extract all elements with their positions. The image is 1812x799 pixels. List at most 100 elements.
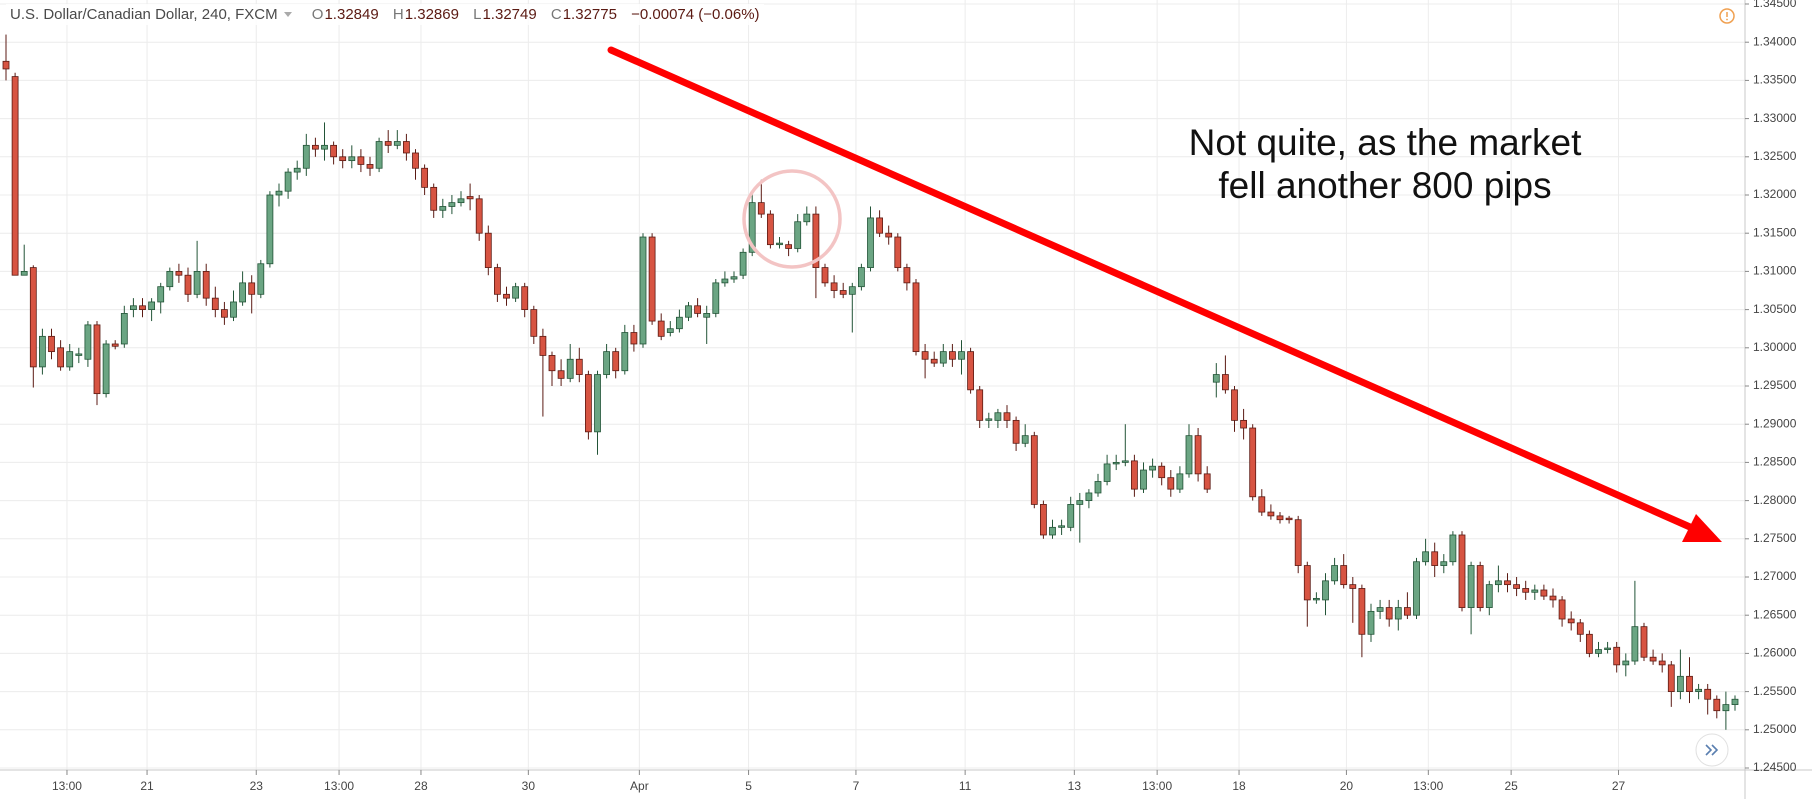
candle-body: [903, 267, 911, 284]
y-tick-label: 1.27500: [1753, 531, 1797, 545]
candle-body: [20, 270, 28, 276]
alert-icon-dot: [1726, 18, 1728, 21]
candle-body: [648, 236, 656, 322]
candle-body: [857, 267, 865, 288]
candle-body: [939, 351, 947, 364]
candle-body: [284, 171, 292, 192]
trend-arrowhead: [1682, 514, 1722, 542]
x-tick-label: 11: [959, 779, 972, 793]
candle-body: [111, 343, 119, 347]
candle-body: [1413, 561, 1420, 616]
candle-body: [1358, 588, 1366, 635]
candle-body: [1385, 607, 1393, 620]
candle-body: [976, 389, 984, 421]
y-tick-label: 1.34500: [1753, 0, 1797, 10]
candle-body: [1713, 698, 1721, 712]
candle-body: [1121, 460, 1129, 463]
candle-body: [1513, 584, 1520, 589]
y-tick-label: 1.31500: [1753, 225, 1797, 239]
candle-body: [1658, 660, 1666, 666]
candle-body: [985, 418, 993, 421]
candle-body: [48, 335, 55, 353]
candle-body: [1367, 610, 1375, 635]
y-tick-label: 1.32500: [1753, 149, 1797, 163]
candle-body: [221, 309, 228, 318]
candle-body: [785, 244, 792, 249]
candle-body: [1294, 519, 1302, 566]
candle-body: [1130, 460, 1138, 490]
candle-body: [1504, 580, 1511, 586]
candle-body: [1695, 688, 1702, 692]
highlight-circle: [742, 169, 842, 269]
x-tick-label: 28: [414, 779, 428, 793]
candle-body: [1604, 647, 1611, 650]
candle-body: [1449, 534, 1457, 563]
candle-body: [894, 236, 902, 268]
candle-body: [384, 141, 392, 146]
x-tick-label: Apr: [630, 779, 649, 793]
candle-body: [330, 144, 338, 158]
candle-body: [1376, 607, 1384, 612]
candle-body: [184, 274, 192, 295]
candle-body: [321, 144, 328, 150]
x-tick-label: 25: [1504, 779, 1518, 793]
candle-body: [1039, 504, 1047, 536]
candle-body: [712, 282, 720, 314]
candle-body: [948, 351, 956, 360]
candle-body: [275, 190, 283, 196]
candle-body: [1340, 565, 1348, 586]
candle-body: [1676, 675, 1684, 693]
candle-body: [1094, 481, 1102, 494]
candle-body: [575, 358, 583, 375]
dropdown-arrow[interactable]: [283, 11, 292, 17]
candle-body: [521, 286, 529, 310]
x-tick-label: 13:00: [1142, 779, 1172, 793]
candle-body: [1149, 465, 1156, 471]
candle-body: [630, 332, 638, 345]
candle-body: [1522, 588, 1530, 593]
candle-body: [1494, 580, 1502, 586]
ohlc-value: 1.32869: [404, 6, 459, 23]
y-tick-label: 1.33000: [1753, 111, 1797, 125]
y-tick-label: 1.31000: [1753, 264, 1797, 278]
candle-body: [430, 186, 438, 211]
candle-body: [1103, 463, 1111, 482]
candle-body: [1567, 618, 1575, 624]
candle-body: [1595, 649, 1602, 654]
candle-body: [1549, 595, 1557, 601]
candle-body: [1312, 597, 1320, 601]
candle-body: [139, 305, 146, 310]
x-tick-label: 13:00: [324, 779, 354, 793]
candle-body: [366, 164, 374, 169]
x-tick-label: 27: [1612, 779, 1626, 793]
candle-body: [1167, 477, 1175, 490]
candle-body: [93, 324, 101, 395]
candle-body: [830, 282, 838, 291]
candle-body: [239, 282, 247, 303]
candle-body: [1085, 492, 1093, 501]
candle-body: [930, 358, 938, 364]
candle-body: [594, 374, 601, 433]
candle-body: [302, 144, 310, 169]
y-tick-label: 1.26500: [1753, 607, 1797, 621]
x-tick-label: 30: [522, 779, 536, 793]
candle-body: [166, 270, 174, 288]
candle-body: [1403, 607, 1411, 616]
candle-body: [102, 343, 110, 395]
symbol-name[interactable]: U.S. Dollar/Canadian Dollar, 240, FXCM: [10, 6, 278, 23]
candle-body: [876, 217, 883, 234]
candle-body: [403, 141, 410, 154]
y-tick-label: 1.29500: [1753, 378, 1797, 392]
candle-body: [1140, 469, 1147, 490]
candle-body: [1731, 698, 1739, 705]
candle-body: [585, 374, 592, 433]
candle-body: [1067, 504, 1075, 528]
alert-icon[interactable]: [1719, 8, 1735, 24]
ohlc-label: H: [392, 6, 404, 23]
candle-body: [1049, 526, 1056, 536]
candle-body: [457, 198, 465, 204]
candle-body: [994, 412, 1002, 421]
symbol-header: U.S. Dollar/Canadian Dollar, 240, FXCM O…: [6, 4, 764, 25]
candle-body: [266, 194, 274, 265]
